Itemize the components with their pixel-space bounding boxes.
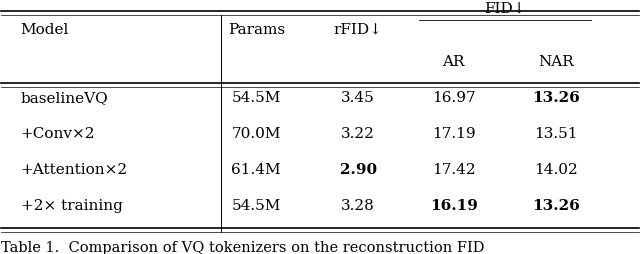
- Text: +2× training: +2× training: [20, 199, 122, 213]
- Text: 16.97: 16.97: [432, 91, 476, 105]
- Text: AR: AR: [443, 55, 465, 69]
- Text: 16.19: 16.19: [430, 199, 477, 213]
- Text: rFID↓: rFID↓: [334, 23, 383, 37]
- Text: 17.19: 17.19: [432, 127, 476, 141]
- Text: 54.5M: 54.5M: [232, 199, 281, 213]
- Text: baselineVQ: baselineVQ: [20, 91, 108, 105]
- Text: 3.22: 3.22: [341, 127, 375, 141]
- Text: 17.42: 17.42: [432, 163, 476, 177]
- Text: 54.5M: 54.5M: [232, 91, 281, 105]
- Text: 70.0M: 70.0M: [232, 127, 281, 141]
- Text: 13.26: 13.26: [532, 199, 580, 213]
- Text: NAR: NAR: [538, 55, 573, 69]
- Text: FID↓: FID↓: [484, 2, 525, 16]
- Text: 13.51: 13.51: [534, 127, 577, 141]
- Text: Table 1.  Comparison of VQ tokenizers on the reconstruction FID: Table 1. Comparison of VQ tokenizers on …: [1, 241, 485, 254]
- Text: 2.90: 2.90: [340, 163, 377, 177]
- Text: 3.45: 3.45: [341, 91, 375, 105]
- Text: Params: Params: [228, 23, 285, 37]
- Text: 13.26: 13.26: [532, 91, 580, 105]
- Text: +Conv×2: +Conv×2: [20, 127, 95, 141]
- Text: Model: Model: [20, 23, 69, 37]
- Text: 3.28: 3.28: [341, 199, 375, 213]
- Text: 61.4M: 61.4M: [232, 163, 281, 177]
- Text: +Attention×2: +Attention×2: [20, 163, 127, 177]
- Text: 14.02: 14.02: [534, 163, 578, 177]
